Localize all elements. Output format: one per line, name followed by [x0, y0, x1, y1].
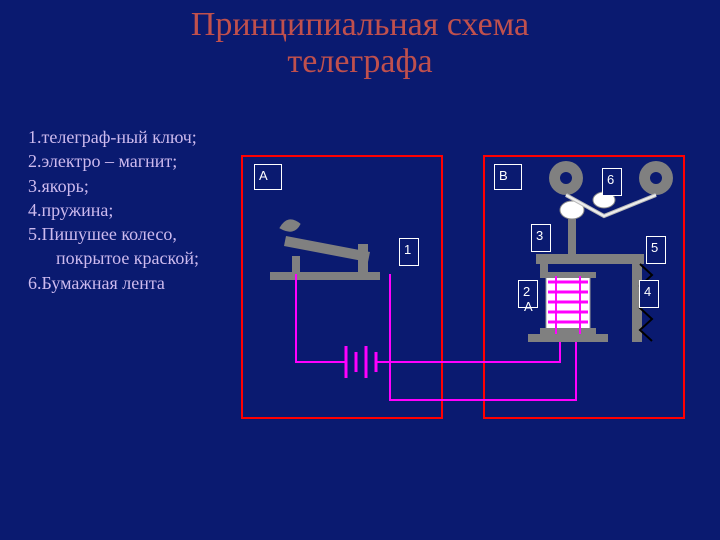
label-a-small: А [524, 299, 533, 314]
label-box-3: 3 [531, 224, 551, 252]
label-box-b: В [494, 164, 522, 190]
title-line2: телеграфа [287, 43, 432, 80]
legend: 1.телеграф-ный ключ;2.электро – магнит;3… [28, 125, 223, 295]
panel-a [241, 155, 443, 419]
legend-item: 5.Пишушее колесо, покрытое краской; [28, 222, 223, 271]
legend-item: 1.телеграф-ный ключ; [28, 125, 223, 149]
legend-item: 3.якорь; [28, 174, 223, 198]
label-box-4: 4 [639, 280, 659, 308]
slide-root: Принципиальная схема телеграфа 1.телегра… [0, 0, 720, 540]
legend-item: 6.Бумажная лента [28, 271, 223, 295]
label-box-5: 5 [646, 236, 666, 264]
label-box-6: 6 [602, 168, 622, 196]
slide-title: Принципиальная схема телеграфа [0, 6, 720, 81]
label-box-1: 1 [399, 238, 419, 266]
legend-item: 4.пружина; [28, 198, 223, 222]
legend-item: 2.электро – магнит; [28, 149, 223, 173]
label-box-a: А [254, 164, 282, 190]
title-line1: Принципиальная схема [191, 6, 529, 43]
